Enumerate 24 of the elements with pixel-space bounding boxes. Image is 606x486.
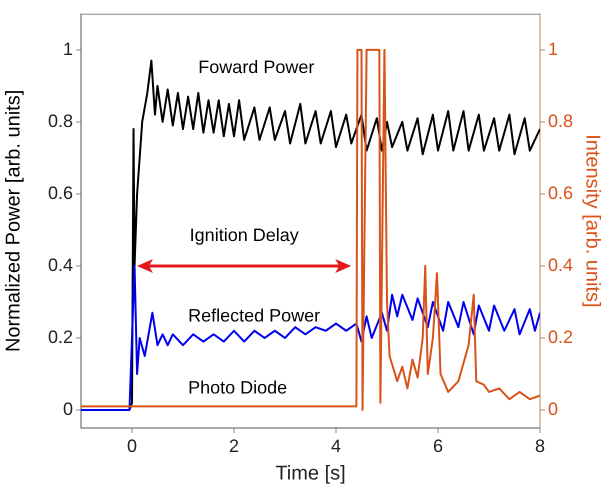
y-tick-label: 0.8 [48, 110, 73, 131]
y2-tick-label: 0.2 [548, 326, 574, 347]
series-label: Foward Power [198, 56, 314, 77]
y-tick-label: 0.6 [48, 182, 73, 203]
y2-tick-label: 0.4 [548, 254, 574, 275]
series-label: Photo Diode [188, 377, 288, 398]
x-tick-label: 4 [330, 436, 342, 456]
x-tick-label: 0 [126, 436, 138, 456]
annotation: Ignition Delay [190, 224, 299, 245]
y2-tick-label: 1 [548, 38, 558, 59]
x-axis-title: Time [s] [275, 462, 346, 485]
y-tick-label: 0.4 [48, 254, 73, 275]
y2-tick-label: 0.8 [548, 110, 574, 131]
y2-axis-title: Intensity [arb. units] [581, 134, 604, 308]
series-label: Reflected Power [188, 305, 320, 326]
y-tick-label: 1 [62, 38, 73, 59]
x-tick-label: 2 [228, 436, 240, 456]
y2-tick-label: 0 [548, 398, 558, 419]
y-tick-label: 0.2 [48, 326, 73, 347]
x-tick-label: 8 [534, 436, 546, 456]
y-tick-label: 0 [62, 398, 73, 419]
y-axis-title: Normalized Power [arb. units] [2, 90, 25, 352]
x-tick-label: 6 [432, 436, 444, 456]
y2-tick-label: 0.6 [548, 182, 574, 203]
